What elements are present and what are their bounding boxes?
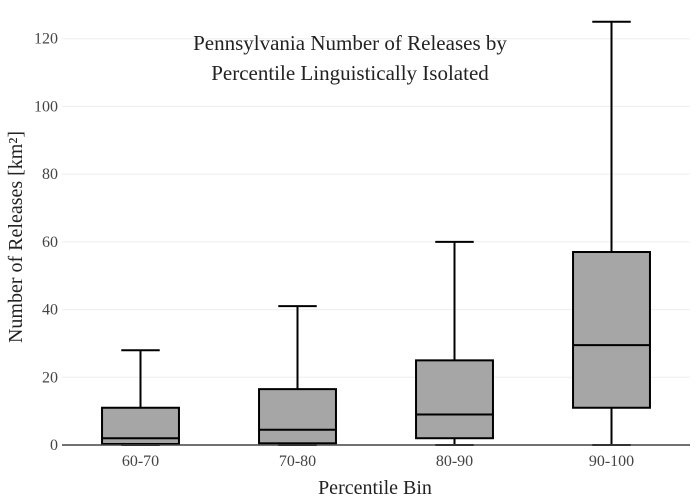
y-axis-label: Number of Releases [km²] [5,131,27,343]
x-tick-label: 80-90 [436,453,473,470]
x-tick-label: 90-100 [589,453,634,470]
y-tick-label: 60 [42,234,58,251]
x-tick-label: 70-80 [279,453,316,470]
x-axis-label: Percentile Bin [318,477,432,499]
box-group [101,349,180,446]
iqr-box [258,388,337,445]
y-tick-label: 120 [34,31,58,48]
y-tick-label: 0 [50,437,58,454]
y-tick-label: 40 [42,302,58,319]
chart-title-line-1: Pennsylvania Number of Releases by [193,31,507,55]
axes: 0 20 40 60 80 100 120 60-70 70-80 80-90 90-100 [34,31,690,470]
y-tick-label: 80 [42,166,58,183]
box-series [101,20,651,446]
y-tick-label: 100 [34,98,58,115]
x-tick-label: 60-70 [122,453,159,470]
iqr-box [572,251,651,409]
box-group [258,305,337,446]
box-group [572,20,651,446]
chart-title-line-2: Percentile Linguistically Isolated [211,61,489,85]
iqr-box [415,359,494,440]
y-tick-label: 20 [42,369,58,386]
box-group [415,240,494,446]
